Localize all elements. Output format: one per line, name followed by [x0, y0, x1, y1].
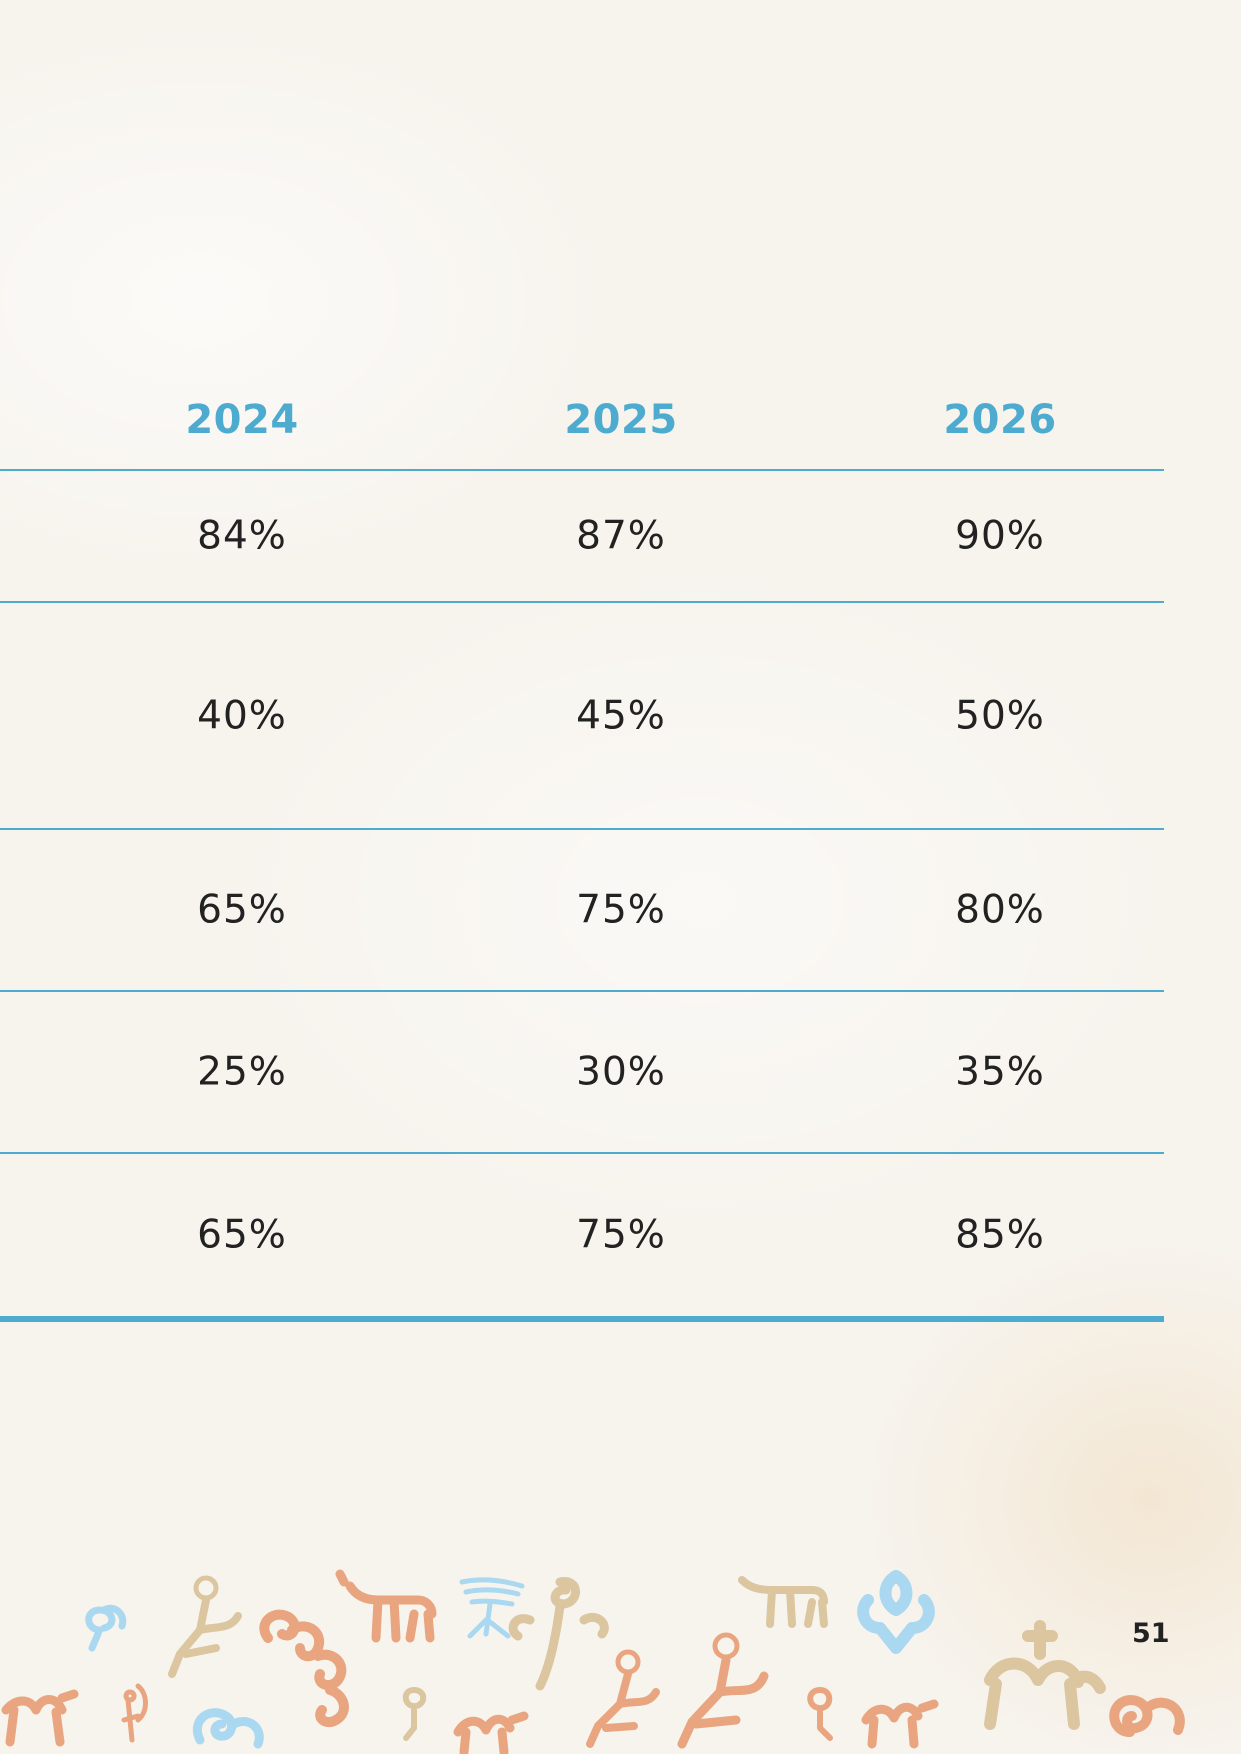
- column-header-2025: 2025: [564, 397, 678, 443]
- data-table: 2024 2025 2026 84% 87% 90% 40% 45% 50% 6…: [0, 370, 1164, 1322]
- table-row: 65% 75% 80%: [0, 830, 1164, 992]
- table-cell: 25%: [197, 1049, 287, 1095]
- table-cell: 50%: [955, 693, 1045, 738]
- table-cell: 85%: [955, 1212, 1045, 1258]
- column-header-2024: 2024: [185, 397, 299, 443]
- column-header-2026: 2026: [943, 397, 1057, 443]
- table-row: 25% 30% 35%: [0, 992, 1164, 1154]
- table-row: 65% 75% 85%: [0, 1154, 1164, 1322]
- table-cell: 75%: [576, 887, 666, 933]
- table-cell: 45%: [576, 693, 666, 738]
- table-cell: 84%: [197, 513, 287, 559]
- table-cell: 30%: [576, 1049, 666, 1095]
- table-cell: 75%: [576, 1212, 666, 1258]
- table-header-row: 2024 2025 2026: [0, 370, 1164, 471]
- petroglyph-ornament-border-icon: [1, 1569, 1185, 1754]
- table-cell: 87%: [576, 513, 666, 559]
- table-cell: 65%: [197, 1212, 287, 1258]
- table-cell: 90%: [955, 513, 1045, 559]
- table-cell: 35%: [955, 1049, 1045, 1095]
- table-cell: 40%: [197, 693, 287, 738]
- table-cell: 80%: [955, 887, 1045, 933]
- table-row: 40% 45% 50%: [0, 603, 1164, 830]
- page-number: 51: [1132, 1618, 1170, 1649]
- table-row: 84% 87% 90%: [0, 471, 1164, 603]
- table-cell: 65%: [197, 887, 287, 933]
